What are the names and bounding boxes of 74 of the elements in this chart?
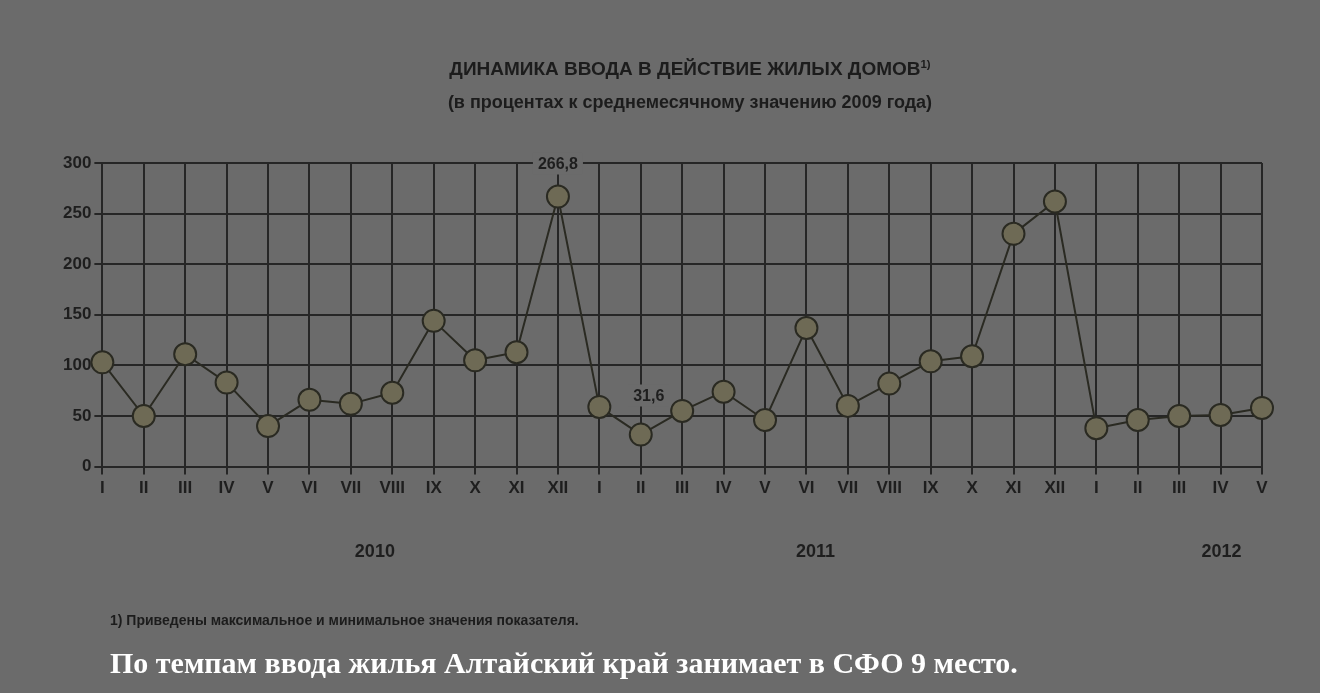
point <box>877 371 902 396</box>
point <box>421 308 446 333</box>
x-tick-label: VII <box>340 478 362 498</box>
point <box>587 394 612 419</box>
point <box>960 344 985 369</box>
y-tick-label: 200 <box>62 253 92 273</box>
x-tick-label: I <box>100 478 105 498</box>
x-tick-label: I <box>596 478 602 498</box>
x-tick-label: III <box>675 478 690 498</box>
chart-title: ДИНАМИКА ВВОДА В ДЕЙСТВИЕ ЖИЛЫХ ДОМОВ$^{1)}$ <box>448 58 932 81</box>
text: 2012 <box>1201 540 1242 561</box>
point <box>338 391 363 416</box>
point <box>173 342 198 367</box>
point <box>463 348 488 373</box>
x-tick-label: V <box>759 478 772 498</box>
text: 2011 <box>796 540 836 561</box>
x-tick-label: VII <box>837 478 859 498</box>
point <box>131 404 156 428</box>
text: 2010 <box>354 540 395 561</box>
point <box>753 408 778 433</box>
point <box>90 350 115 375</box>
point <box>1250 395 1274 420</box>
y-tick-label: 50 <box>72 405 92 425</box>
y-tick-label: 0 <box>81 456 92 476</box>
point <box>256 414 281 439</box>
point <box>1208 402 1233 427</box>
point <box>918 349 943 374</box>
point <box>1001 221 1026 246</box>
point <box>1042 189 1067 214</box>
point <box>670 398 695 423</box>
x-tick-label: II <box>636 478 646 498</box>
x-tick-label: XII <box>1044 478 1066 498</box>
y-tick-label: 150 <box>62 304 92 324</box>
text: По темпам ввода жилья Алтайский край занимает в СФО 9 место. <box>110 645 1019 681</box>
chart-subtitle: (в процентах к среднемесячному значению 2009 года) <box>446 92 934 113</box>
point <box>1167 404 1192 428</box>
x-tick-label: XI <box>508 478 525 498</box>
data-label: 266,8 <box>537 155 579 172</box>
point <box>835 393 860 418</box>
x-tick-label: III <box>178 478 193 498</box>
point <box>711 379 736 404</box>
data-label: 31,6 <box>633 387 665 405</box>
x-tick-label: X <box>469 478 482 498</box>
x-tick-label: III <box>1172 478 1187 498</box>
x-tick-label: XII <box>547 478 569 498</box>
x-tick-label: VI <box>301 478 318 498</box>
point <box>504 340 529 365</box>
point <box>545 184 570 209</box>
y-tick-label: 250 <box>62 203 92 223</box>
x-tick-label: XI <box>1005 478 1022 498</box>
point <box>794 315 819 340</box>
x-tick-label: VIII <box>379 478 406 498</box>
x-tick-label: I <box>1093 478 1099 498</box>
point <box>1084 416 1109 441</box>
x-tick-label: VIII <box>876 478 903 498</box>
x-tick-label: V <box>1256 478 1269 498</box>
text: 1) Приведены максимальное и минимальное значения показателя. <box>110 612 579 628</box>
x-tick-label: IV <box>715 478 733 498</box>
x-tick-label: IV <box>1212 478 1230 498</box>
x-tick-label: VI <box>798 478 815 498</box>
point <box>214 370 239 395</box>
point <box>628 422 653 447</box>
x-tick-label: II <box>139 478 149 498</box>
x-tick-label: X <box>966 478 979 498</box>
x-tick-label: V <box>262 478 275 498</box>
point <box>1125 408 1150 433</box>
x-tick-label: IV <box>218 478 236 498</box>
x-tick-label: IX <box>425 478 443 498</box>
point <box>380 380 405 405</box>
point <box>297 387 322 412</box>
y-tick-label: 100 <box>62 355 92 375</box>
y-tick-label: 300 <box>62 152 92 172</box>
x-tick-label: II <box>1133 478 1143 498</box>
x-tick-label: IX <box>922 478 940 498</box>
